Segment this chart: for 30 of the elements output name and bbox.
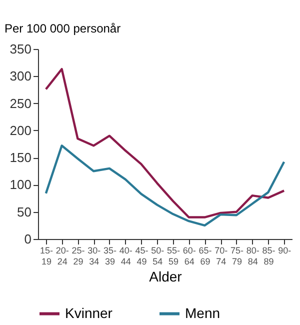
- x-tick-label: 50- 54: [151, 246, 164, 266]
- y-tick-label: 50: [17, 204, 32, 220]
- legend-label: Kvinner: [65, 304, 113, 321]
- y-tick-label: 100: [10, 177, 32, 192]
- y-tick-label: 300: [10, 68, 32, 84]
- x-tick-label: 60- 64: [182, 246, 196, 266]
- x-tick-label: 90-: [278, 246, 292, 256]
- y-tick-label: 350: [10, 42, 32, 56]
- line-series: [44, 68, 286, 218]
- x-tick-label: 30- 34: [88, 246, 101, 266]
- y-tick-label: 200: [10, 122, 32, 138]
- x-tick-label: 80- 84: [246, 246, 260, 266]
- x-tick-label: 85- 89: [262, 246, 276, 266]
- x-tick-label: 35- 39: [103, 246, 116, 266]
- x-tick-label: 55- 59: [166, 246, 180, 266]
- y-tick-label: 150: [10, 150, 32, 166]
- x-tick-label: 65- 69: [198, 246, 212, 266]
- y-tick-label: 0: [24, 232, 32, 246]
- x-tick-label: 40- 44: [119, 246, 132, 266]
- x-axis-title: Alder: [149, 268, 182, 284]
- line-series: [44, 144, 286, 227]
- legend-label: Menn: [185, 304, 220, 321]
- x-tick-label: 20- 24: [56, 246, 69, 266]
- x-tick-label: 15- 19: [40, 246, 53, 266]
- x-tick-label: 25- 29: [72, 246, 85, 266]
- x-tick-label: 70- 74: [214, 246, 228, 266]
- x-tick-label: 75- 79: [230, 246, 244, 266]
- x-tick-label: 45- 49: [135, 246, 148, 266]
- y-tick-label: 250: [10, 96, 32, 111]
- y-axis-title: Per 100 000 personår: [4, 22, 121, 36]
